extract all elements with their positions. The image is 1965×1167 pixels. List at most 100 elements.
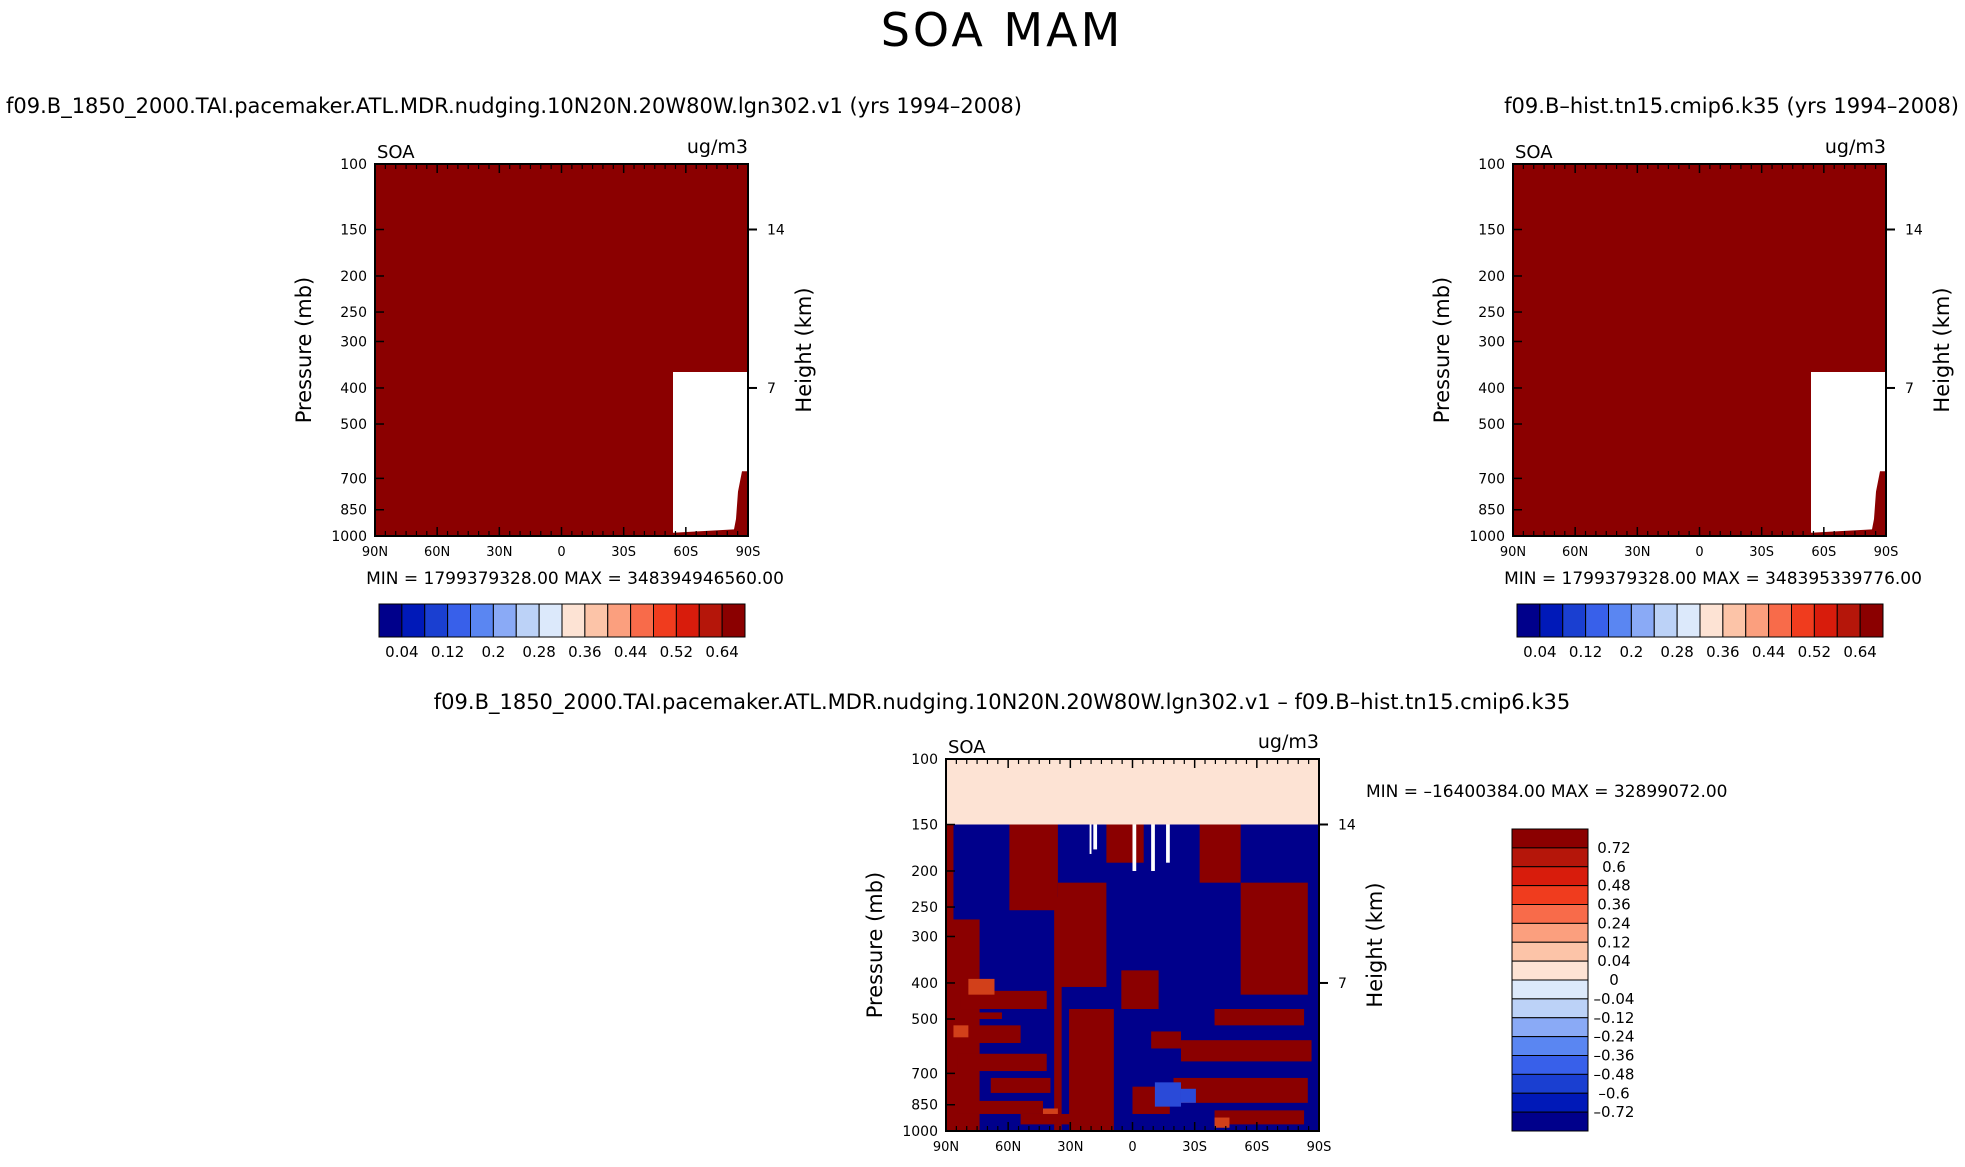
colorbar-label: 0.36 bbox=[1597, 896, 1630, 914]
height-axis-label: Height (km) bbox=[792, 287, 816, 412]
y-tick-label: 500 bbox=[1478, 417, 1505, 433]
y-tick-label: 500 bbox=[911, 1012, 938, 1028]
x-tick-label: 60S bbox=[1811, 545, 1836, 560]
figure-title: SOA MAM bbox=[881, 3, 1124, 57]
colorbar-swatch bbox=[1539, 603, 1564, 638]
pressure-axis-label: Pressure (mb) bbox=[1430, 277, 1454, 424]
y-tick-label: 100 bbox=[911, 752, 938, 768]
colorbar-label: 0.64 bbox=[705, 643, 738, 661]
colorbar-label: 0.52 bbox=[1798, 643, 1831, 661]
colorbar-swatch bbox=[607, 603, 632, 638]
colorbar-swatch bbox=[1562, 603, 1587, 638]
panel-1: 90N 60N 30N 0 30S 60S 90S 100 150 200 250 300 400 500… bbox=[292, 136, 816, 661]
units-label: ug/m3 bbox=[1258, 731, 1319, 753]
colorbar-label: 0.64 bbox=[1843, 643, 1876, 661]
y-tick-label: 150 bbox=[911, 818, 938, 834]
y-tick-label: 500 bbox=[340, 417, 367, 433]
y-tick-label: 100 bbox=[340, 157, 367, 173]
min-max-stats: MIN = –16400384.00 MAX = 32899072.00 bbox=[1366, 782, 1727, 802]
upper-layer-fill bbox=[946, 759, 1319, 825]
colorbar-label: –0.24 bbox=[1594, 1028, 1635, 1046]
variable-label: SOA bbox=[948, 737, 986, 758]
colorbar-label: 0.44 bbox=[614, 643, 647, 661]
colorbar-swatch bbox=[1511, 1017, 1589, 1038]
colorbar-swatch bbox=[675, 603, 700, 638]
anomaly-positive-region bbox=[1009, 824, 1058, 911]
colorbar-swatch bbox=[1511, 1055, 1589, 1075]
colorbar: 0.04 0.12 0.2 0.28 0.36 0.44 0.52 0.64 bbox=[1516, 603, 1884, 661]
y-tick-label: 250 bbox=[340, 305, 367, 321]
anomaly-positive-region bbox=[1199, 824, 1241, 883]
colorbar-swatch bbox=[1608, 603, 1632, 638]
y-tick-label: 150 bbox=[1478, 223, 1505, 239]
colorbar-swatch bbox=[1511, 941, 1589, 962]
colorbar-swatch bbox=[1511, 960, 1589, 981]
y-tick-label: 700 bbox=[911, 1066, 938, 1082]
x-tick-label: 90S bbox=[1874, 545, 1899, 560]
missing-data-region bbox=[1811, 372, 1886, 533]
y-tick-label: 400 bbox=[340, 381, 367, 397]
pressure-axis-label: Pressure (mb) bbox=[292, 277, 316, 424]
pressure-axis-label: Pressure (mb) bbox=[863, 872, 887, 1019]
missing-data-gap bbox=[1093, 824, 1098, 850]
colorbar-swatch bbox=[1511, 998, 1589, 1019]
colorbar-swatch bbox=[492, 603, 517, 638]
colorbar-swatch bbox=[1511, 847, 1589, 868]
anomaly-positive-region bbox=[957, 1053, 1047, 1072]
colorbar-swatch bbox=[1511, 1036, 1589, 1056]
x-tick-label: 60N bbox=[1562, 545, 1588, 560]
colorbar: 0.04 0.12 0.2 0.28 0.36 0.44 0.52 0.64 bbox=[378, 603, 746, 661]
height-axis-label: Height (km) bbox=[1930, 287, 1954, 412]
colorbar-label: 0.28 bbox=[1660, 643, 1693, 661]
colorbar-label: 0.12 bbox=[1569, 643, 1602, 661]
y-tick-label: 150 bbox=[340, 223, 367, 239]
colorbar-label: 0.48 bbox=[1597, 877, 1630, 895]
y-tick-label: 300 bbox=[340, 334, 367, 350]
colorbar-label: –0.72 bbox=[1594, 1103, 1635, 1121]
colorbar-label: 0.04 bbox=[385, 643, 418, 661]
x-tick-label: 0 bbox=[557, 545, 565, 560]
panel1-title: f09.B_1850_2000.TAI.pacemaker.ATL.MDR.nu… bbox=[6, 94, 1022, 119]
y-tick-label: 850 bbox=[911, 1098, 938, 1114]
colorbar-label: 0.28 bbox=[522, 643, 555, 661]
colorbar-label: 0.2 bbox=[481, 643, 505, 661]
panel3-title: f09.B_1850_2000.TAI.pacemaker.ATL.MDR.nu… bbox=[434, 690, 1570, 715]
x-tick-label: 0 bbox=[1695, 545, 1703, 560]
height-tick-label: 7 bbox=[1905, 381, 1914, 397]
colorbar-label: 0.04 bbox=[1523, 643, 1556, 661]
y-tick-label: 300 bbox=[911, 929, 938, 945]
y-tick-label: 700 bbox=[1478, 471, 1505, 487]
colorbar-label: 0.52 bbox=[660, 643, 693, 661]
panel-2: 90N 60N 30N 0 30S 60S 90S 100 150 200 250 300 400 500… bbox=[1430, 136, 1954, 661]
colorbar-swatch bbox=[1511, 904, 1589, 924]
colorbar-swatch bbox=[698, 603, 723, 638]
colorbar-swatch bbox=[1511, 1092, 1589, 1113]
anomaly-positive-region bbox=[1106, 824, 1144, 863]
colorbar-swatch bbox=[1836, 603, 1861, 638]
x-tick-label: 30N bbox=[1057, 1140, 1083, 1155]
x-tick-label: 60S bbox=[673, 545, 698, 560]
anomaly-positive-region bbox=[972, 1025, 1021, 1043]
colorbar-label: 0.36 bbox=[568, 643, 601, 661]
colorbar-swatch bbox=[1516, 603, 1541, 638]
colorbar-swatch bbox=[424, 603, 449, 638]
colorbar-swatch bbox=[1699, 603, 1724, 638]
anomaly-positive-region bbox=[990, 1077, 1051, 1093]
anomaly-positive-region bbox=[1020, 1113, 1103, 1125]
colorbar-label: 0 bbox=[1609, 971, 1619, 989]
y-tick-label: 200 bbox=[1478, 269, 1505, 285]
anomaly-positive-region bbox=[1240, 882, 1308, 995]
y-tick-label: 200 bbox=[340, 269, 367, 285]
y-tick-label: 850 bbox=[1478, 503, 1505, 519]
x-tick-label: 30S bbox=[611, 545, 636, 560]
colorbar-swatch bbox=[1676, 603, 1701, 638]
missing-data-gap bbox=[1089, 824, 1092, 854]
x-tick-label: 0 bbox=[1128, 1140, 1136, 1155]
height-tick-label: 14 bbox=[1905, 223, 1923, 239]
colorbar-swatch bbox=[584, 603, 609, 638]
min-max-stats: MIN = 1799379328.00 MAX = 348394946560.0… bbox=[366, 569, 784, 589]
height-axis-label: Height (km) bbox=[1363, 882, 1387, 1007]
panel2-title: f09.B–hist.tn15.cmip6.k35 (yrs 1994–2008… bbox=[1504, 94, 1959, 118]
colorbar-swatch bbox=[1511, 885, 1589, 905]
